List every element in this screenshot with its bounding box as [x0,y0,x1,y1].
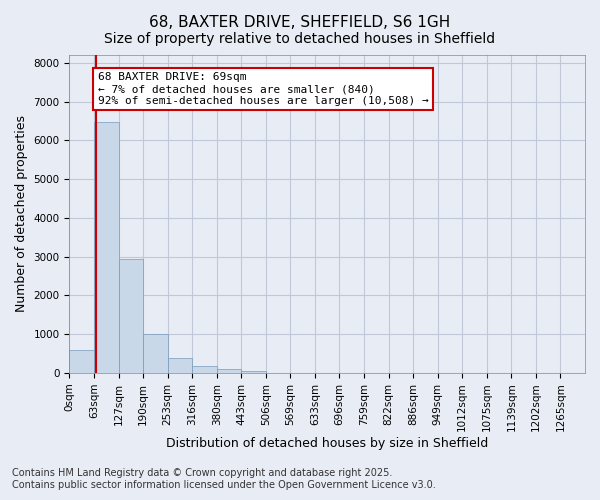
Y-axis label: Number of detached properties: Number of detached properties [15,116,28,312]
Bar [167,358,192,373]
Bar [217,370,241,373]
X-axis label: Distribution of detached houses by size in Sheffield: Distribution of detached houses by size … [166,437,488,450]
Text: Contains HM Land Registry data © Crown copyright and database right 2025.
Contai: Contains HM Land Registry data © Crown c… [12,468,436,490]
Text: 68, BAXTER DRIVE, SHEFFIELD, S6 1GH: 68, BAXTER DRIVE, SHEFFIELD, S6 1GH [149,15,451,30]
Bar [143,334,167,373]
Bar [119,258,143,373]
Bar [192,366,217,373]
Bar [94,122,119,373]
Bar [70,350,94,373]
Text: 68 BAXTER DRIVE: 69sqm
← 7% of detached houses are smaller (840)
92% of semi-det: 68 BAXTER DRIVE: 69sqm ← 7% of detached … [98,72,428,106]
Bar [241,371,266,373]
Text: Size of property relative to detached houses in Sheffield: Size of property relative to detached ho… [104,32,496,46]
